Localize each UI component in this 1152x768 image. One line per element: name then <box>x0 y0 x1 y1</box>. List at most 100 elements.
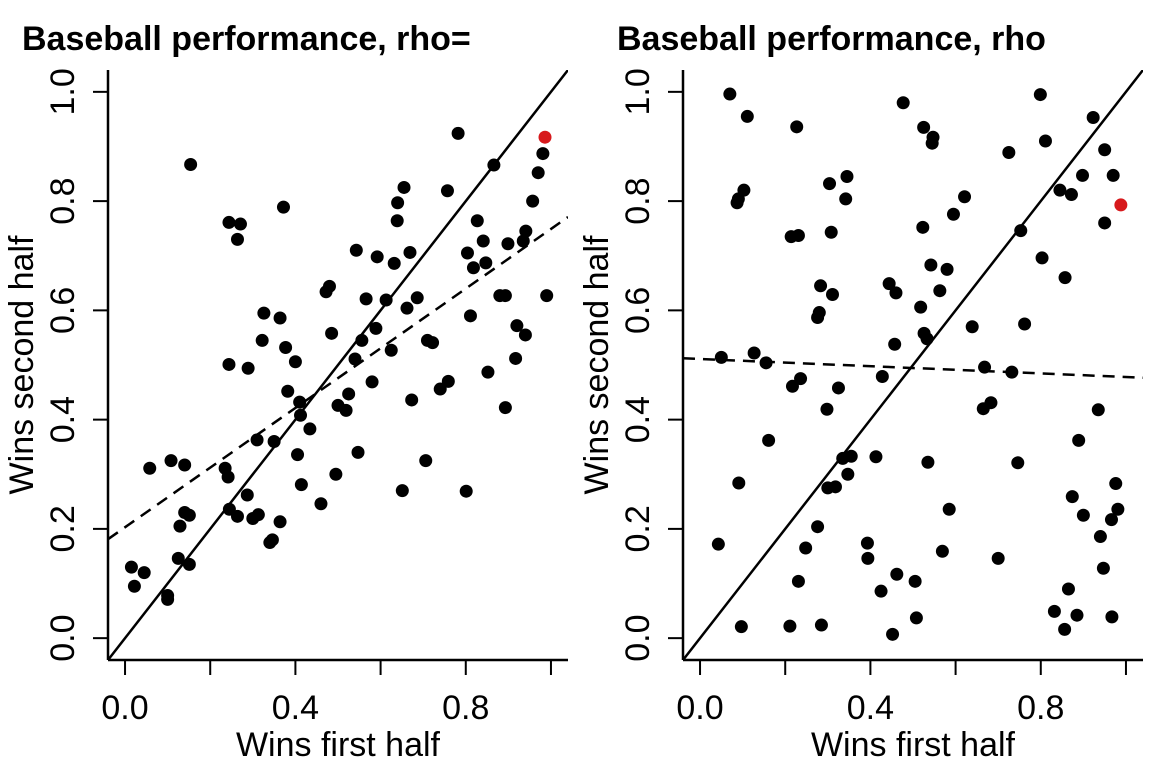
right-scatter-panel: Baseball performance, rho 0.0 0.4 0.8 0.0 0.2… <box>578 20 1143 764</box>
data-point <box>314 497 328 511</box>
data-point <box>926 130 940 144</box>
data-point <box>255 333 269 347</box>
data-point <box>1105 610 1119 624</box>
data-point <box>303 422 317 436</box>
data-point <box>470 214 484 228</box>
y-axis-label: Wins second half <box>578 235 616 494</box>
y-tick-label: 0.6 <box>619 287 657 334</box>
data-point <box>924 258 938 272</box>
data-point <box>991 551 1005 565</box>
data-point <box>841 467 855 481</box>
data-point <box>1104 513 1118 527</box>
data-point <box>451 126 465 140</box>
data-point <box>908 574 922 588</box>
data-point <box>322 279 336 293</box>
data-point <box>182 508 196 522</box>
data-point <box>403 245 417 259</box>
y-tick-label: 0.8 <box>44 177 82 224</box>
data-point <box>814 618 828 632</box>
data-point <box>1096 561 1110 575</box>
data-point <box>946 207 960 221</box>
data-point <box>791 574 805 588</box>
data-point <box>1058 622 1072 636</box>
data-point <box>273 515 287 529</box>
data-point <box>921 455 935 469</box>
data-point <box>1109 477 1123 491</box>
data-point <box>820 402 834 416</box>
data-point <box>942 502 956 516</box>
data-point <box>814 279 828 293</box>
data-point <box>933 284 947 298</box>
data-point <box>498 289 512 303</box>
data-point <box>276 200 290 214</box>
data-point <box>791 229 805 243</box>
data-point <box>526 194 540 208</box>
y-tick-label: 1.0 <box>619 68 657 115</box>
data-point <box>1064 188 1078 202</box>
data-point <box>826 288 839 302</box>
data-point <box>390 214 404 228</box>
data-point <box>342 387 356 401</box>
x-tick-label: 0.8 <box>442 689 489 727</box>
data-point <box>958 190 972 204</box>
data-point <box>400 301 414 315</box>
data-point <box>221 470 235 484</box>
regression-line <box>683 357 1143 379</box>
data-point <box>164 454 178 468</box>
x-tick-label: 0.0 <box>676 689 723 727</box>
data-point <box>831 381 845 395</box>
y-tick-label: 0.2 <box>44 505 82 552</box>
data-point <box>516 234 530 248</box>
data-point <box>1086 111 1100 125</box>
data-point <box>909 611 923 625</box>
data-point <box>799 541 813 555</box>
data-point <box>433 382 447 396</box>
data-point <box>888 337 902 351</box>
data-point <box>476 234 490 248</box>
data-point <box>405 393 419 407</box>
data-point <box>940 262 954 276</box>
data-point <box>711 537 725 551</box>
data-point <box>1033 88 1047 102</box>
data-point <box>233 217 247 231</box>
data-point <box>171 551 185 565</box>
data-point <box>351 445 365 459</box>
data-point <box>747 346 761 360</box>
data-point <box>1093 530 1107 544</box>
data-point <box>1098 216 1112 230</box>
identity-line <box>683 70 1143 660</box>
data-point <box>896 96 910 110</box>
data-point <box>419 454 433 468</box>
data-point <box>509 351 523 365</box>
data-point <box>1076 168 1090 182</box>
data-point <box>127 579 141 593</box>
data-point <box>397 180 411 194</box>
data-point <box>184 158 198 172</box>
data-point <box>124 560 138 574</box>
y-tick-label: 0.4 <box>44 396 82 443</box>
data-point <box>230 509 244 523</box>
data-point <box>365 375 379 389</box>
y-tick-label: 0.2 <box>619 505 657 552</box>
data-point <box>794 372 808 386</box>
data-point <box>1011 456 1025 470</box>
data-point <box>889 286 903 300</box>
data-point <box>984 396 998 410</box>
data-point <box>531 166 545 180</box>
data-point <box>463 309 477 323</box>
data-point <box>965 320 979 334</box>
data-point <box>890 567 904 581</box>
data-point <box>182 557 196 571</box>
data-point <box>291 448 305 462</box>
data-point <box>920 332 934 346</box>
data-point <box>917 120 931 134</box>
data-point <box>860 536 874 550</box>
data-point <box>1038 134 1052 148</box>
x-tick-label: 0.8 <box>1017 689 1064 727</box>
data-point <box>173 519 187 533</box>
highlight-point <box>538 130 552 144</box>
data-point <box>790 120 804 134</box>
data-point <box>143 461 157 475</box>
data-point <box>732 476 746 490</box>
data-point <box>1002 145 1016 159</box>
